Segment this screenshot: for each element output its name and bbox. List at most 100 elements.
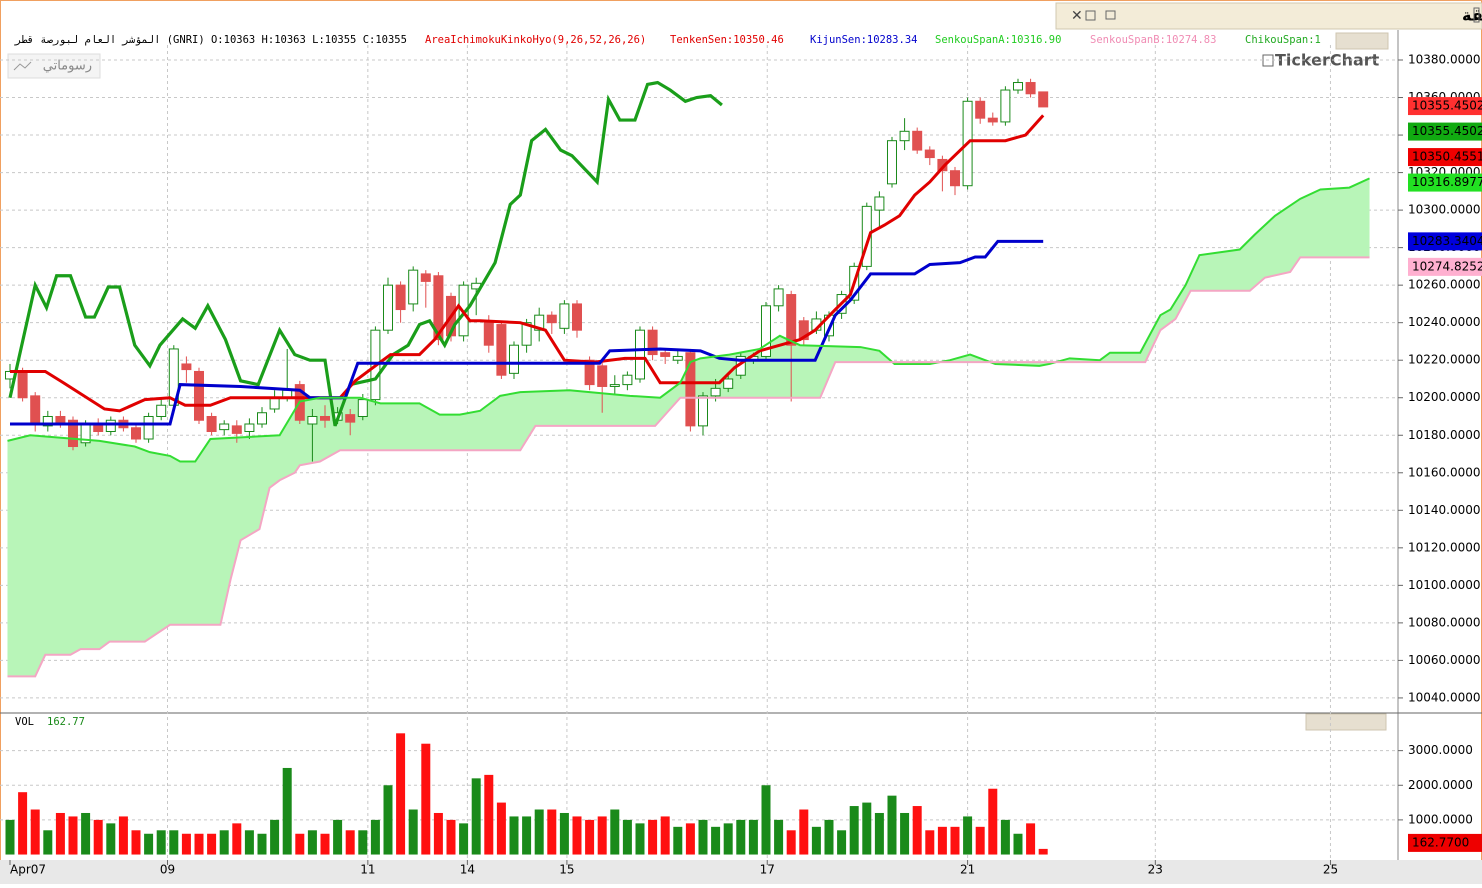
volume-bar (585, 819, 595, 855)
price-tag-label: 10316.8977 (1412, 175, 1482, 189)
candle-body (307, 415, 318, 425)
volume-bar (509, 816, 519, 855)
indicator-line (7, 177, 1370, 463)
volume-bar (811, 826, 821, 855)
volume-bar (937, 826, 947, 855)
candle-body (105, 419, 116, 433)
candle-body (521, 322, 532, 346)
volume-bar (131, 830, 141, 855)
volume-bar (900, 812, 910, 855)
price-tag-label: 10283.3404 (1412, 234, 1482, 248)
indicator-line (10, 239, 1044, 426)
candle-body (68, 419, 79, 448)
candle-body (660, 352, 671, 357)
title-icon (1473, 7, 1480, 23)
drawings-icon (13, 61, 32, 71)
volume-bar (610, 809, 620, 855)
restore-button[interactable] (1085, 10, 1096, 21)
minimize-button[interactable] (1105, 10, 1116, 20)
candle-body (395, 284, 406, 311)
volume-bar (975, 826, 985, 855)
price-tag (1408, 97, 1482, 116)
candle-body (496, 324, 507, 376)
volume-bar (181, 833, 191, 855)
candle-body (433, 275, 444, 341)
volume-bar (572, 816, 582, 855)
volume-bar (18, 792, 28, 855)
candle-body (42, 415, 53, 427)
volume-bar (862, 802, 872, 855)
close-button[interactable]: ✕ (1071, 8, 1083, 24)
y-tick-label: 10040.0000 (1408, 690, 1481, 704)
candle-body (231, 425, 242, 434)
candle-body (1025, 82, 1036, 95)
x-tick-label: Apr07 (10, 863, 46, 877)
volume-bar (93, 819, 103, 855)
candle-body (420, 273, 431, 282)
legend-item: SenkouSpanB:10274.83 (1090, 34, 1216, 46)
candle-body (697, 395, 708, 427)
volume-bar (118, 816, 128, 855)
volume-tag-label: 162.7700 (1412, 835, 1469, 849)
candle-body (672, 355, 683, 361)
volume-bar (774, 819, 784, 855)
candle-body (559, 303, 570, 329)
volume-bar (257, 833, 267, 855)
candle-body (131, 427, 142, 440)
candle-body (874, 196, 885, 211)
volume-pane-buttons[interactable] (1305, 713, 1387, 731)
volume-bar (459, 823, 469, 855)
y-tick-label: 3000.0000 (1408, 743, 1473, 757)
volume-bar (219, 830, 229, 855)
volume-bar (1000, 819, 1010, 855)
candle-body (1038, 91, 1049, 108)
x-tick-label: 14 (460, 863, 475, 877)
price-tag-label: 10355.4502 (1412, 99, 1482, 113)
volume-bar (106, 823, 116, 855)
candle-body (17, 370, 28, 399)
volume-bar (648, 819, 658, 855)
volume-bar (396, 733, 406, 855)
volume-bar (685, 823, 695, 855)
candle-body (924, 149, 935, 159)
volume-bar (849, 806, 859, 855)
candle-body (534, 314, 545, 331)
volume-bar (383, 785, 393, 855)
volume-bar (824, 819, 834, 855)
volume-bar (723, 823, 733, 855)
pane-buttons[interactable] (1335, 32, 1389, 50)
price-tag-label: 10274.8252 (1412, 259, 1482, 273)
volume-bar (748, 819, 758, 855)
volume-tag (1408, 833, 1482, 852)
volume-bar (963, 816, 973, 855)
candle-body (194, 370, 205, 421)
price-tag (1408, 257, 1482, 276)
volume-bar (761, 785, 771, 855)
legend-item: KijunSen:10283.34 (810, 34, 917, 46)
y-tick-label: 10220.0000 (1408, 353, 1481, 367)
price-tag-label: 10355.4502 (1412, 124, 1482, 138)
candle-body (143, 415, 154, 440)
candle-body (357, 399, 368, 417)
y-tick-label: 10160.0000 (1408, 465, 1481, 479)
candle-body (508, 344, 519, 374)
volume-bar (711, 826, 721, 855)
volume-bar (635, 823, 645, 855)
x-tick-label: 09 (160, 863, 175, 877)
drawings-button[interactable] (7, 53, 101, 79)
x-tick-label: 11 (360, 863, 375, 877)
volume-bar (81, 812, 91, 855)
candle-body (269, 397, 280, 410)
indicator-line (7, 256, 1370, 678)
volume-bar (144, 833, 154, 855)
window-title: المؤشر العام لبورصة قطر - ثلاثون دقيقة (1462, 6, 1482, 25)
volume-bar (207, 833, 217, 855)
candle-body (156, 404, 167, 417)
volume-bar (5, 819, 15, 855)
candle-body (244, 423, 255, 433)
volume-bar (471, 778, 481, 855)
candle-body (319, 415, 330, 421)
y-tick-label: 10140.0000 (1408, 503, 1481, 517)
candle-body (622, 374, 633, 386)
